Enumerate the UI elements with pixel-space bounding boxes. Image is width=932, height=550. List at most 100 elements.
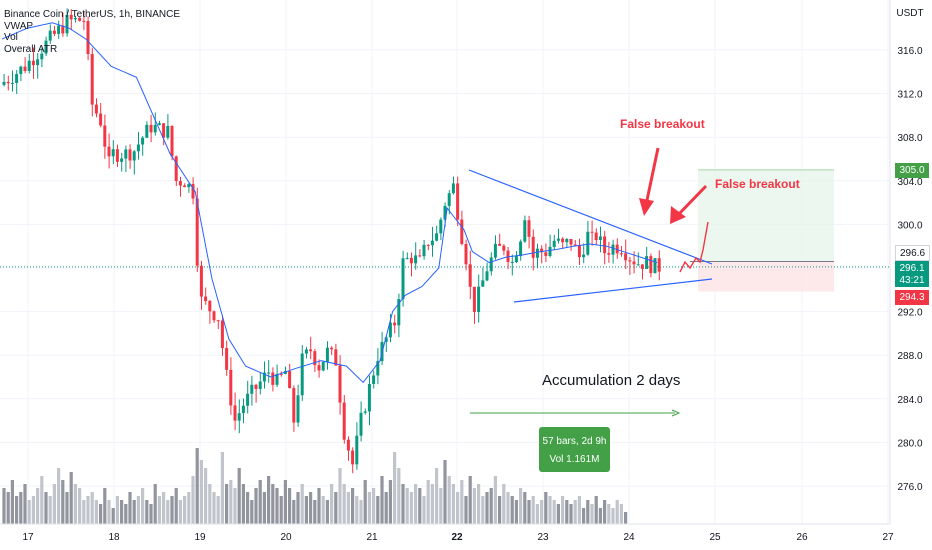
candle-body	[640, 264, 644, 269]
candle	[418, 249, 422, 258]
y-tick-label: 280.0	[897, 438, 922, 449]
arrow-2-shaft	[676, 184, 708, 217]
volume-bar	[531, 496, 535, 524]
candle	[519, 239, 523, 261]
volume-bar	[565, 500, 569, 524]
candlesticks	[2, 8, 661, 474]
candle	[624, 239, 628, 270]
volume-bar	[40, 476, 44, 524]
candle-body	[225, 348, 229, 370]
candle-body	[220, 320, 224, 349]
candle-body	[6, 81, 10, 84]
volume-bar	[115, 496, 119, 524]
candle	[330, 346, 334, 356]
indicator-vwap[interactable]: VWAP	[4, 20, 34, 32]
candle-body	[153, 124, 157, 133]
candle	[594, 228, 598, 246]
candle	[246, 380, 250, 414]
volume-bar	[157, 496, 161, 524]
candle	[128, 144, 132, 169]
volume-bar	[447, 476, 451, 524]
candle-body	[582, 254, 586, 258]
candle	[19, 65, 23, 82]
candle	[556, 228, 560, 244]
candle	[90, 47, 94, 117]
volume-bar	[409, 492, 413, 524]
volume-bar	[103, 488, 107, 524]
candle-body	[216, 320, 220, 322]
candle-body	[229, 369, 233, 406]
volume-bar	[250, 500, 254, 524]
volume-bar	[254, 488, 258, 524]
candle	[229, 357, 233, 415]
candle-body	[481, 280, 485, 287]
volume-bar	[414, 484, 418, 524]
volume-bar	[141, 488, 145, 524]
measure-tool[interactable]: 57 bars, 2d 9h Vol 1.161M	[470, 409, 681, 472]
candle-body	[73, 17, 77, 20]
volume-bar	[367, 492, 371, 524]
volume-bar	[170, 496, 174, 524]
volume-bar	[435, 468, 439, 524]
volume-bar	[132, 500, 136, 524]
candle	[544, 243, 548, 263]
volume-bar	[187, 492, 191, 524]
candle	[220, 315, 224, 356]
indicator-volume[interactable]: Vol	[4, 32, 18, 43]
volume-bar	[519, 488, 523, 524]
x-tick-label: 24	[623, 532, 635, 543]
candle-body	[103, 125, 107, 147]
candle	[149, 114, 153, 143]
volume-bar	[380, 476, 384, 524]
candle-body	[191, 184, 195, 199]
candle-body	[594, 232, 598, 241]
volume-bar	[397, 468, 401, 524]
candle	[2, 74, 6, 87]
volume-bar	[195, 448, 199, 524]
candle-body	[99, 113, 103, 126]
candle-body	[237, 413, 241, 421]
y-tick-label: 292.0	[897, 308, 922, 319]
candle-body	[430, 240, 434, 246]
candle	[552, 234, 556, 251]
volume-bar	[94, 500, 98, 524]
symbol-title[interactable]: Binance Coin / TetherUS, 1h, BINANCE	[4, 9, 181, 20]
indicator-atr[interactable]: Overall ATR	[4, 43, 58, 55]
volume-bar	[220, 452, 224, 524]
candle	[636, 252, 640, 266]
volume-bar	[523, 492, 527, 524]
candle-body	[519, 241, 523, 257]
volume-bar	[82, 500, 86, 524]
x-tick-label: 17	[22, 532, 34, 543]
volume-bar	[267, 476, 271, 524]
candle-body	[15, 74, 19, 83]
candle-body	[40, 53, 44, 60]
candle	[199, 260, 203, 310]
candle-body	[90, 54, 94, 105]
candle-body	[607, 253, 611, 255]
volume-bar	[607, 504, 611, 524]
volume-bar	[99, 504, 103, 524]
volume-bar	[128, 492, 132, 524]
candle-body	[82, 20, 86, 22]
volume-bar	[355, 496, 359, 524]
candle	[132, 150, 136, 175]
volume-bar	[489, 488, 493, 524]
candle	[136, 132, 140, 160]
candle-body	[426, 244, 430, 246]
volume-bar	[36, 488, 40, 524]
target-price-label: 305.0	[895, 163, 929, 178]
candle-body	[657, 258, 661, 272]
candle-body	[195, 198, 199, 266]
volume-bar	[321, 496, 325, 524]
volume-bar	[199, 460, 203, 524]
candle	[120, 152, 124, 172]
volume-bar	[288, 488, 292, 524]
candle-body	[552, 240, 556, 247]
volume-bar	[527, 500, 531, 524]
candle	[493, 235, 497, 260]
candle	[582, 243, 586, 264]
triangle-pattern[interactable]	[468, 169, 713, 303]
candle-body	[355, 435, 359, 465]
